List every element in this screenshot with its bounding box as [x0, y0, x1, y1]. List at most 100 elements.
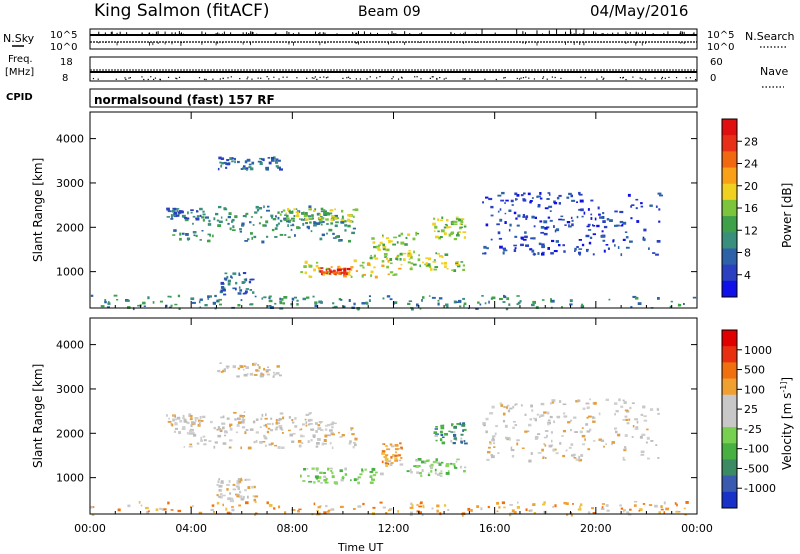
echo-cell	[184, 218, 189, 222]
echo-cell	[578, 459, 583, 462]
echo-cell	[217, 480, 220, 484]
echo-cell	[416, 510, 420, 513]
echo-cell	[513, 420, 516, 423]
echo-cell	[354, 208, 359, 211]
echo-cell	[361, 261, 365, 264]
echo-cell	[226, 483, 230, 486]
echo-cell	[270, 214, 274, 218]
echo-cell	[174, 303, 178, 306]
echo-cell	[279, 233, 284, 236]
echo-cell	[166, 207, 170, 211]
echo-cell	[369, 256, 373, 260]
echo-cell	[272, 218, 277, 221]
echo-cell	[633, 504, 637, 507]
echo-cell	[384, 462, 388, 465]
echo-cell	[238, 286, 241, 289]
echo-cell	[562, 403, 567, 406]
echo-cell	[542, 245, 545, 248]
echo-cell	[218, 495, 221, 498]
echo-cell	[180, 210, 184, 213]
echo-cell	[547, 192, 551, 194]
colorbar-tick-label: 12	[744, 224, 758, 237]
echo-cell	[670, 300, 673, 303]
echo-cell	[171, 216, 173, 220]
nave-dot	[128, 77, 130, 79]
echo-cell	[324, 428, 328, 431]
echo-region	[217, 362, 282, 378]
echo-cell	[230, 275, 232, 278]
echo-cell	[405, 236, 408, 239]
nave-dot	[484, 78, 486, 80]
echo-cell	[244, 240, 248, 242]
echo-cell	[419, 264, 421, 268]
echo-cell	[475, 307, 479, 310]
echo-cell	[201, 230, 204, 232]
echo-cell	[282, 416, 285, 420]
echo-cell	[548, 205, 553, 208]
echo-cell	[489, 441, 491, 444]
echo-cell	[590, 213, 593, 216]
echo-cell	[288, 210, 292, 214]
echo-cell	[220, 480, 224, 483]
echo-cell	[409, 267, 413, 271]
colorbar-tick-label: -500	[744, 462, 769, 475]
echo-cell	[655, 205, 658, 208]
echo-cell	[532, 503, 536, 506]
echo-cell	[516, 439, 520, 442]
echo-cell	[173, 211, 178, 215]
echo-cell	[194, 419, 197, 422]
echo-cell	[407, 252, 411, 256]
echo-cell	[510, 449, 515, 452]
echo-cell	[524, 235, 528, 239]
colorbar-tick-label: 25	[744, 403, 758, 416]
echo-cell	[224, 434, 227, 437]
echo-cell	[295, 208, 298, 210]
echo-cell	[641, 433, 646, 436]
echo-cell	[452, 442, 456, 445]
echo-cell	[316, 442, 320, 445]
echo-cell	[213, 217, 216, 221]
echo-cell	[202, 213, 206, 216]
echo-cell	[407, 302, 411, 305]
echo-cell	[453, 431, 456, 434]
echo-cell	[492, 435, 496, 438]
echo-cell	[457, 264, 461, 268]
echo-cell	[640, 202, 643, 205]
echo-cell	[384, 256, 388, 258]
echo-cell	[541, 251, 545, 254]
echo-cell	[278, 425, 283, 428]
echo-cell	[549, 210, 552, 212]
echo-cell	[592, 233, 596, 236]
echo-cell	[482, 252, 486, 255]
echo-cell	[192, 215, 196, 218]
echo-cell	[407, 233, 411, 236]
echo-cell	[554, 504, 557, 508]
echo-cell	[181, 232, 185, 235]
echo-cell	[640, 413, 644, 416]
echo-cell	[192, 505, 194, 508]
echo-cell	[648, 504, 653, 506]
echo-cell	[540, 226, 545, 229]
echo-region	[217, 156, 283, 171]
echo-cell	[540, 231, 545, 234]
nave-dot	[401, 77, 403, 79]
nave-dot	[219, 78, 221, 80]
nave-dot	[141, 76, 143, 78]
echo-cell	[226, 431, 228, 434]
echo-cell	[497, 194, 502, 197]
echo-cell	[433, 217, 436, 220]
echo-cell	[249, 428, 254, 431]
echo-cell	[331, 471, 334, 475]
echo-cell	[320, 207, 324, 211]
echo-cell	[658, 511, 661, 514]
nave-dot	[159, 78, 162, 81]
echo-cell	[247, 373, 249, 375]
echo-cell	[627, 193, 631, 197]
echo-cell	[551, 399, 556, 402]
echo-cell	[247, 238, 250, 241]
echo-cell	[247, 446, 252, 450]
echo-cell	[408, 300, 413, 302]
echo-cell	[506, 297, 510, 301]
echo-cell	[586, 430, 590, 433]
